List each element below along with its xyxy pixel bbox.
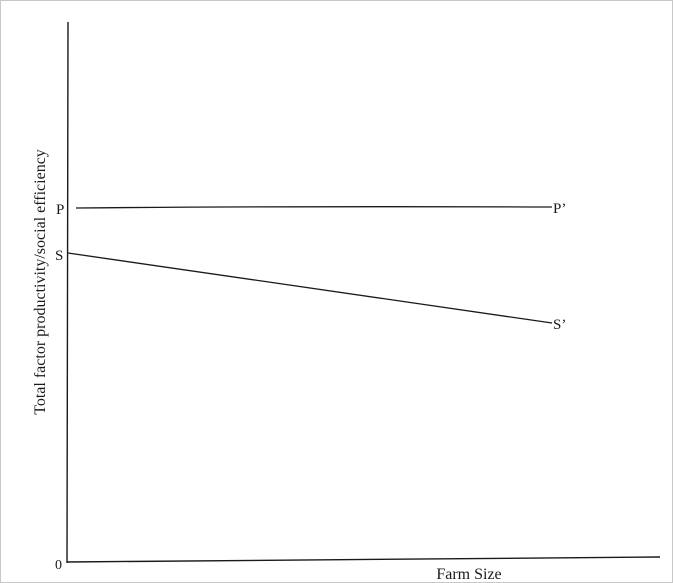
p-end-label: P’ <box>553 201 566 217</box>
origin-label: 0 <box>55 558 62 573</box>
x-axis <box>66 556 661 563</box>
x-axis-title: Farm Size <box>436 566 501 583</box>
s-start-label: S <box>55 248 63 264</box>
s-end-label: S’ <box>553 317 566 333</box>
p-start-label: P <box>56 202 64 218</box>
social-efficiency-line <box>67 252 553 324</box>
y-axis <box>66 21 69 564</box>
y-axis-title: Total factor productivity/social efficie… <box>32 149 49 415</box>
productivity-line <box>75 206 553 209</box>
